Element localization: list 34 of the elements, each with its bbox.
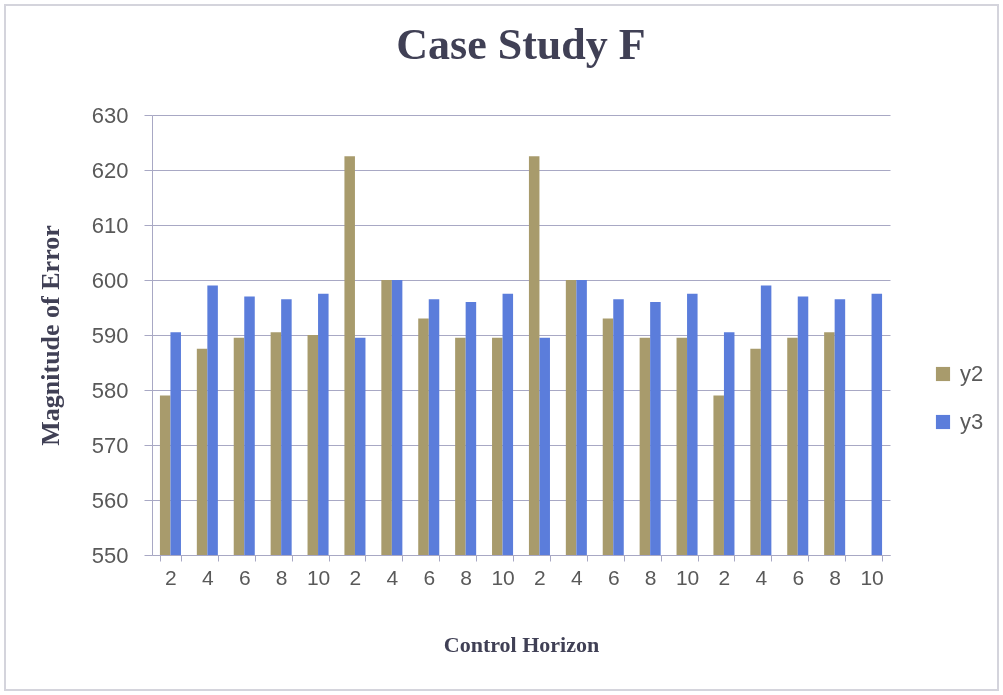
x-tick-label: 10 [860,565,884,589]
x-tick-label: 10 [491,565,515,589]
x-tick-label: 6 [423,565,436,589]
y-tick-label: 600 [91,267,129,293]
y-tick-label: 610 [91,212,129,238]
x-tick-label: 6 [792,565,805,589]
x-axis-title: Control Horizon [443,631,600,657]
x-tick-label: 4 [386,565,399,589]
y-tick-label: 550 [91,542,129,568]
y-tick-label: 590 [91,322,129,348]
x-tick-label: 2 [349,565,362,589]
x-tick-label: 4 [202,565,215,589]
legend-label: y2 [960,361,984,386]
y-tick-label: 620 [91,157,129,183]
x-tick-label: 8 [829,565,841,589]
y-tick-label: 630 [91,102,129,128]
x-tick-label: 6 [607,565,620,589]
x-tick-label: 10 [306,565,331,589]
x-tick-label: 8 [275,565,288,589]
x-tick-label: 4 [755,565,768,589]
x-tick-label: 2 [165,565,177,589]
x-tick-label: 6 [238,565,251,589]
x-tick-label: 8 [644,565,657,589]
y-tick-label: 580 [91,377,129,403]
x-tick-label: 2 [534,565,546,589]
y-tick-label: 570 [91,432,129,458]
chart-title: Case Study F [396,20,646,69]
x-tick-label: 4 [571,565,584,589]
x-tick-label: 10 [675,565,700,589]
x-tick-label: 2 [718,565,731,589]
x-tick-label: 8 [460,565,472,589]
legend-label: y3 [960,409,984,434]
y-tick-label: 560 [91,487,129,513]
y-axis-title: Magnitude of Error [35,225,65,446]
